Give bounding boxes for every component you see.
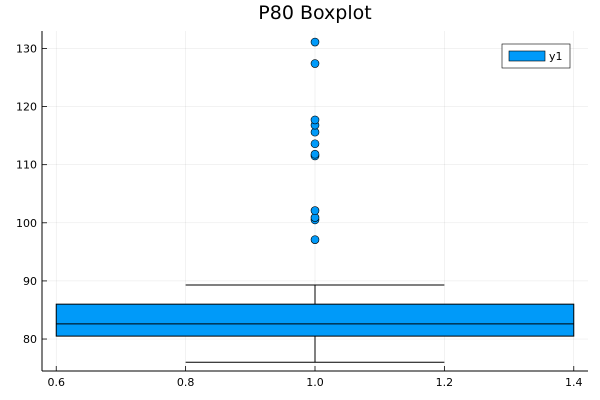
legend-label-y1: y1 bbox=[549, 50, 563, 63]
y-tick-label-1: 90 bbox=[23, 275, 37, 288]
chart-title: P80 Boxplot bbox=[258, 2, 371, 24]
x-tick-label-4: 1.4 bbox=[565, 376, 583, 389]
outlier-point-10 bbox=[310, 59, 320, 68]
legend: y1 bbox=[501, 43, 571, 69]
legend-swatch bbox=[508, 50, 546, 62]
x-tick-label-1: 0.8 bbox=[177, 376, 195, 389]
y-tick-label-3: 110 bbox=[16, 159, 37, 172]
outlier-point-5 bbox=[310, 149, 320, 159]
outlier-point-9 bbox=[310, 115, 320, 125]
x-tick-label-2: 1.0 bbox=[306, 376, 324, 389]
box-iqr bbox=[55, 303, 575, 337]
y-tick-label-4: 120 bbox=[16, 101, 37, 114]
y-tick-label-2: 100 bbox=[16, 217, 37, 230]
x-tick-label-3: 1.2 bbox=[436, 376, 454, 389]
plot-area bbox=[55, 37, 575, 363]
outlier-point-0 bbox=[310, 235, 320, 244]
outlier-point-3 bbox=[310, 206, 320, 215]
y-tick-label-5: 130 bbox=[16, 42, 37, 55]
y-tick-label-0: 80 bbox=[23, 333, 37, 346]
outlier-point-6 bbox=[310, 139, 320, 149]
x-tick-label-0: 0.6 bbox=[47, 376, 65, 389]
outlier-point-11 bbox=[310, 37, 320, 47]
axes: 0.6 0.8 1.0 1.2 1.4 80 90 100 110 120 130 bbox=[16, 31, 588, 389]
